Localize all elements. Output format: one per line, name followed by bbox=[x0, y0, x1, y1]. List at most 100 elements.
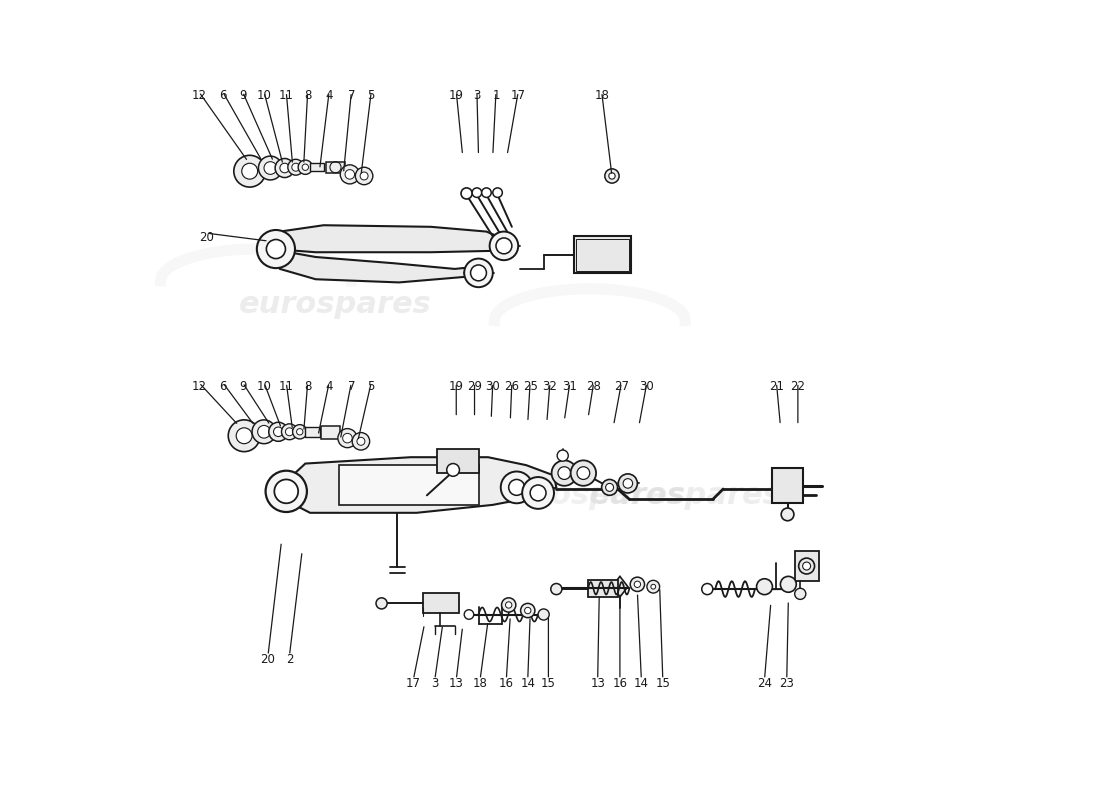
Circle shape bbox=[229, 420, 260, 452]
Circle shape bbox=[605, 169, 619, 183]
Circle shape bbox=[496, 238, 512, 254]
Circle shape bbox=[274, 427, 283, 437]
Text: 14: 14 bbox=[634, 678, 649, 690]
Circle shape bbox=[236, 428, 252, 444]
Text: 9: 9 bbox=[239, 380, 246, 393]
Text: 20: 20 bbox=[261, 654, 275, 666]
Text: 17: 17 bbox=[406, 678, 421, 690]
Circle shape bbox=[608, 173, 615, 179]
Text: 27: 27 bbox=[614, 380, 629, 393]
Circle shape bbox=[794, 588, 806, 599]
Circle shape bbox=[538, 609, 549, 620]
Circle shape bbox=[461, 188, 472, 199]
Circle shape bbox=[623, 478, 632, 488]
Circle shape bbox=[265, 470, 307, 512]
Text: 8: 8 bbox=[304, 380, 311, 393]
Circle shape bbox=[292, 163, 300, 171]
Circle shape bbox=[264, 162, 277, 174]
Bar bbox=[772, 467, 803, 503]
Text: 30: 30 bbox=[639, 380, 654, 393]
Bar bbox=[326, 162, 345, 173]
Circle shape bbox=[651, 584, 656, 589]
Text: 10: 10 bbox=[256, 90, 272, 102]
Text: eurospares: eurospares bbox=[588, 481, 781, 510]
Text: 30: 30 bbox=[485, 380, 501, 393]
Text: 4: 4 bbox=[326, 90, 333, 102]
Circle shape bbox=[500, 471, 532, 503]
Text: 24: 24 bbox=[757, 678, 772, 690]
Text: 31: 31 bbox=[562, 380, 578, 393]
Circle shape bbox=[571, 460, 596, 486]
Circle shape bbox=[630, 577, 645, 591]
Polygon shape bbox=[284, 457, 557, 513]
Circle shape bbox=[298, 160, 312, 174]
Circle shape bbox=[286, 428, 294, 436]
Text: 7: 7 bbox=[348, 380, 355, 393]
Text: 3: 3 bbox=[431, 678, 439, 690]
Circle shape bbox=[464, 610, 474, 619]
Circle shape bbox=[525, 607, 531, 614]
Circle shape bbox=[522, 477, 554, 509]
Text: 32: 32 bbox=[542, 380, 558, 393]
Text: 19: 19 bbox=[449, 90, 464, 102]
Text: eurospares: eurospares bbox=[239, 290, 432, 319]
Circle shape bbox=[557, 450, 569, 461]
Text: 7: 7 bbox=[348, 90, 355, 102]
Text: 10: 10 bbox=[256, 380, 272, 393]
Text: 12: 12 bbox=[191, 380, 207, 393]
Text: 25: 25 bbox=[522, 380, 538, 393]
Circle shape bbox=[356, 438, 365, 446]
Circle shape bbox=[490, 231, 518, 260]
Circle shape bbox=[702, 583, 713, 594]
Circle shape bbox=[506, 602, 512, 608]
Text: 11: 11 bbox=[278, 90, 294, 102]
Bar bbox=[576, 238, 629, 270]
Text: 12: 12 bbox=[191, 90, 207, 102]
Circle shape bbox=[558, 466, 571, 479]
Text: 16: 16 bbox=[613, 678, 627, 690]
Circle shape bbox=[275, 158, 294, 178]
Text: 15: 15 bbox=[541, 678, 556, 690]
Circle shape bbox=[493, 188, 503, 198]
Circle shape bbox=[520, 603, 535, 618]
Circle shape bbox=[618, 474, 637, 493]
Text: 4: 4 bbox=[326, 380, 333, 393]
Circle shape bbox=[302, 164, 308, 170]
Circle shape bbox=[340, 165, 360, 184]
Text: 21: 21 bbox=[769, 380, 784, 393]
Circle shape bbox=[268, 422, 288, 442]
Text: 18: 18 bbox=[594, 90, 609, 102]
Bar bbox=[588, 579, 618, 597]
Circle shape bbox=[338, 429, 358, 448]
Text: 20: 20 bbox=[199, 230, 214, 244]
Text: 14: 14 bbox=[520, 678, 536, 690]
Circle shape bbox=[780, 576, 796, 592]
Circle shape bbox=[297, 429, 302, 435]
Bar bbox=[340, 465, 478, 505]
Circle shape bbox=[242, 163, 257, 179]
Circle shape bbox=[282, 424, 297, 440]
Text: 11: 11 bbox=[278, 380, 294, 393]
Bar bbox=[306, 427, 320, 437]
Text: 2: 2 bbox=[286, 654, 294, 666]
Bar bbox=[437, 450, 478, 473]
Text: 8: 8 bbox=[304, 90, 311, 102]
Circle shape bbox=[257, 230, 295, 268]
Circle shape bbox=[447, 463, 460, 476]
Text: 16: 16 bbox=[498, 678, 514, 690]
Circle shape bbox=[781, 508, 794, 521]
Text: 9: 9 bbox=[239, 90, 246, 102]
Polygon shape bbox=[279, 250, 478, 282]
Text: 18: 18 bbox=[473, 678, 487, 690]
Circle shape bbox=[602, 479, 617, 495]
Bar bbox=[310, 163, 324, 171]
Text: 5: 5 bbox=[367, 380, 375, 393]
Circle shape bbox=[803, 562, 811, 570]
Text: 6: 6 bbox=[219, 90, 227, 102]
Circle shape bbox=[471, 265, 486, 281]
Circle shape bbox=[551, 460, 578, 486]
Circle shape bbox=[606, 483, 614, 491]
Text: 5: 5 bbox=[367, 90, 375, 102]
Bar bbox=[574, 236, 631, 273]
Text: 23: 23 bbox=[779, 678, 794, 690]
